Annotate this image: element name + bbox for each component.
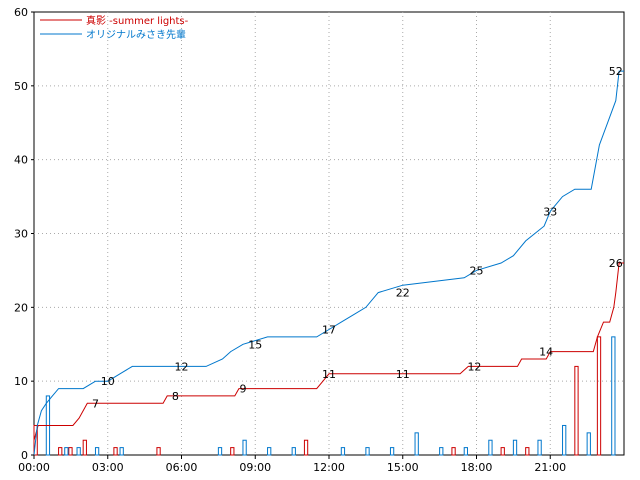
data-label-0: 26 (609, 257, 623, 270)
x-tick-label: 21:00 (534, 461, 566, 474)
x-tick-label: 06:00 (166, 461, 198, 474)
histogram-bar-1 (64, 447, 69, 456)
histogram-bar-0 (68, 447, 73, 456)
histogram-bar-0 (596, 336, 602, 456)
histogram-bar-0 (156, 447, 161, 456)
data-label-0: 12 (467, 360, 481, 373)
legend-label-1: オリジナルみさき先輩 (86, 28, 186, 41)
x-tick-label: 12:00 (313, 461, 345, 474)
histogram-bar-1 (512, 439, 518, 456)
data-label-0: 8 (172, 390, 179, 403)
histogram-bar-1 (242, 439, 247, 456)
data-label-1: 52 (609, 65, 623, 78)
x-tick-label: 18:00 (461, 461, 493, 474)
legend-label-0: 真影 -summer lights- (86, 14, 189, 27)
histogram-bar-1 (562, 424, 567, 456)
data-label-0: 11 (322, 368, 336, 381)
histogram-bar-1 (488, 439, 493, 456)
y-tick-label: 0 (21, 449, 28, 462)
histogram-bar-0 (500, 447, 505, 456)
x-tick-label: 09:00 (239, 461, 271, 474)
data-label-1: 10 (101, 375, 115, 388)
y-tick-label: 40 (14, 154, 28, 167)
data-label-0: 9 (239, 383, 246, 396)
data-label-0: 11 (396, 368, 410, 381)
x-tick-label: 15:00 (387, 461, 419, 474)
series-lines (33, 70, 624, 456)
data-label-0: 14 (539, 346, 553, 359)
series-line-1 (33, 70, 624, 456)
x-tick-label: 00:00 (18, 461, 50, 474)
data-label-1: 22 (396, 287, 410, 300)
histogram-bar-0 (303, 439, 309, 456)
data-label-1: 33 (543, 205, 557, 218)
y-tick-label: 20 (14, 301, 28, 314)
data-labels: 7 8 9 11 11 12 14 26 10 12 15 17 22 25 33 52 (92, 65, 623, 410)
histogram-bar-1 (217, 447, 223, 456)
histogram-bar-1 (267, 447, 272, 456)
histogram-bar-1 (94, 447, 100, 456)
x-tick-label: 03:00 (92, 461, 124, 474)
histogram-bar-1 (76, 447, 81, 456)
histogram-bar-0 (230, 447, 235, 456)
histogram-bar-1 (389, 447, 395, 456)
histogram-bar-0 (574, 365, 579, 456)
histogram-bar-1 (439, 447, 444, 456)
histogram-bar-1 (463, 447, 468, 456)
histogram-bar-0 (451, 447, 456, 456)
histogram-bar-1 (586, 432, 591, 456)
legend: 真影 -summer lights- オリジナルみさき先輩 (40, 14, 189, 41)
axes: 0 10 20 30 40 50 60 00:00 03:00 06:00 09:00 12:00 15… (14, 6, 566, 474)
data-label-1: 15 (248, 338, 262, 351)
data-label-0: 7 (92, 397, 99, 410)
data-label-1: 12 (175, 360, 189, 373)
histogram-bar-0 (525, 447, 530, 456)
histogram-bar-1 (291, 447, 296, 456)
series-line-0 (33, 262, 624, 441)
histogram-bar-0 (82, 439, 87, 456)
data-label-1: 17 (322, 323, 336, 336)
y-tick-label: 30 (14, 228, 28, 241)
histogram-bar-1 (537, 439, 542, 456)
histogram-bar-0 (33, 424, 38, 456)
y-tick-label: 50 (14, 80, 28, 93)
histogram-bar-1 (414, 432, 419, 456)
histogram-bar-1 (365, 447, 370, 456)
plot-area (33, 11, 625, 456)
histogram-bar-0 (113, 447, 118, 456)
data-label-1: 25 (470, 264, 484, 277)
histogram-bar-1 (119, 447, 124, 456)
histogram-bar-1 (611, 336, 616, 456)
histogram-bar-1 (340, 447, 346, 456)
histogram-bar-0 (58, 447, 63, 456)
y-tick-label: 60 (14, 6, 28, 19)
y-tick-label: 10 (14, 375, 28, 388)
